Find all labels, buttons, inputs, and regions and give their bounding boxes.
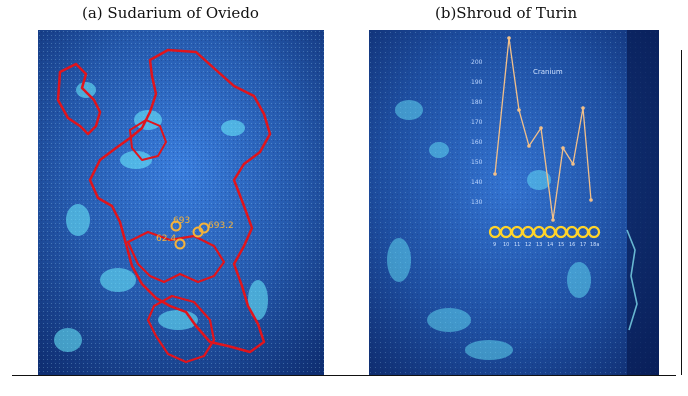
shroud-image: 200 190 180 170 160 150 140 130 Cranium … (369, 30, 659, 376)
x-label-15: 15 (558, 242, 564, 248)
blood-trail (626, 229, 638, 331)
point-label-62-4: 62.4 (156, 234, 176, 244)
axis-label-130: 130 (471, 199, 483, 206)
measurement-points (170, 220, 210, 250)
axis-label-170: 170 (471, 119, 483, 126)
x-label-16: 16 (569, 242, 575, 248)
red-outline-bottom (146, 294, 216, 364)
axis-label-200: 200 (471, 59, 483, 66)
x-axis-labels: 9 10 11 12 13 14 15 16 17 18a (493, 242, 599, 248)
red-outline-main (88, 48, 272, 354)
axis-labels: 200 190 180 170 160 150 140 130 (471, 59, 483, 206)
axis-label-180: 180 (471, 99, 483, 106)
x-label-9: 9 (493, 242, 496, 248)
x-label-10: 10 (503, 242, 509, 248)
x-label-17: 17 (580, 242, 586, 248)
profile-points (493, 36, 593, 222)
axis-label-160: 160 (471, 139, 483, 146)
left-title: (a) Sudarium of Oviedo (82, 4, 259, 22)
x-label-13: 13 (536, 242, 542, 248)
red-outline-inner (129, 119, 167, 161)
left-image-panel: 693 693.2 62.4 (38, 30, 324, 376)
axis-label-140: 140 (471, 179, 483, 186)
x-label-11: 11 (514, 242, 520, 248)
axis-label-190: 190 (471, 79, 483, 86)
right-rule (681, 50, 682, 375)
measurement-circles (488, 225, 601, 239)
x-label-18a: 18a (590, 242, 599, 248)
bright-stain-areas (54, 82, 268, 352)
right-image-panel: 200 190 180 170 160 150 140 130 Cranium … (369, 30, 659, 376)
cranium-label: Cranium (533, 68, 563, 76)
red-outline-upper (56, 62, 102, 136)
x-label-12: 12 (525, 242, 531, 248)
profile-trace (494, 37, 592, 221)
axis-label-150: 150 (471, 159, 483, 166)
point-label-693-2: 693.2 (208, 221, 234, 231)
right-title: (b)Shroud of Turin (435, 4, 578, 22)
sudarium-image: 693 693.2 62.4 (38, 30, 324, 376)
red-outline-lower (126, 230, 226, 284)
bottom-rule (12, 375, 676, 376)
point-label-693: 693 (173, 216, 190, 226)
bright-face-areas (387, 100, 591, 360)
x-label-14: 14 (547, 242, 553, 248)
